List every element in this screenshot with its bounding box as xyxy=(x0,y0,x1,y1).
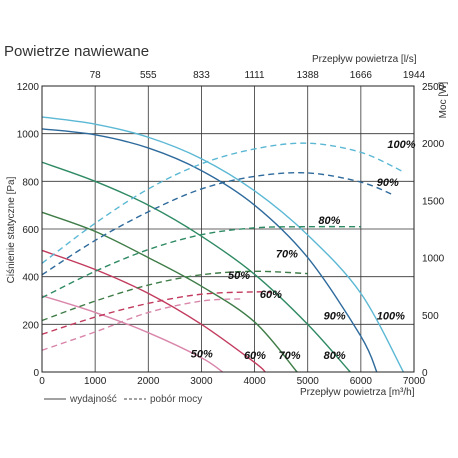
curve-percent-label: 60% xyxy=(260,289,282,301)
y2-tick-label: 0 xyxy=(422,368,428,379)
chart-title: Powietrze nawiewane xyxy=(4,43,149,60)
legend-solid-label: wydajność xyxy=(69,394,117,405)
y2-tick-label: 1500 xyxy=(422,196,445,207)
y-tick-label: 1000 xyxy=(17,130,40,141)
power-curve-70 xyxy=(41,270,308,322)
x-tick-label: 6000 xyxy=(350,376,373,387)
capacity-curve-80 xyxy=(41,161,351,373)
capacity-curve-50 xyxy=(41,295,224,373)
y2-tick-label: 2500 xyxy=(422,82,445,93)
x2-tick-label: 1666 xyxy=(350,70,373,81)
y2-axis-label: Moc [W] xyxy=(438,81,449,118)
x2-tick-label: 78 xyxy=(90,70,102,81)
x-tick-label: 0 xyxy=(39,376,45,387)
power-curve-100 xyxy=(41,142,404,264)
curve-percent-label: 70% xyxy=(276,249,298,261)
y-axis-ticks: 0 200 400 600 800 1000 1200 xyxy=(17,82,40,379)
x2-tick-label: 1111 xyxy=(245,70,265,81)
x-tick-label: 5000 xyxy=(297,376,320,387)
curve-percent-label: 90% xyxy=(324,311,346,323)
plot-lines xyxy=(41,116,404,373)
x2-tick-label: 1388 xyxy=(297,70,320,81)
annotations: 100% 90% 80% 70% 50% 60% 90% 100% 50% 60% 70% 80% xyxy=(191,139,416,362)
x-tick-label: 3000 xyxy=(190,376,213,387)
curve-percent-label: 50% xyxy=(191,349,213,361)
curve-percent-label: 80% xyxy=(324,350,346,362)
x2-tick-label: 1944 xyxy=(403,70,426,81)
x-tick-label: 7000 xyxy=(403,376,426,387)
x2-tick-label: 555 xyxy=(140,70,157,81)
y-tick-label: 200 xyxy=(22,320,39,331)
capacity-curve-90 xyxy=(41,128,378,373)
x-tick-label: 2000 xyxy=(137,376,160,387)
x-tick-label: 4000 xyxy=(243,376,266,387)
y-tick-label: 400 xyxy=(22,273,39,284)
capacity-curve-100 xyxy=(41,116,404,373)
y-tick-label: 0 xyxy=(33,368,39,379)
curve-percent-label: 80% xyxy=(318,215,340,227)
curve-percent-label: 100% xyxy=(377,311,405,323)
curve-percent-label: 50% xyxy=(228,270,250,282)
legend-dashed-label: pobór mocy xyxy=(150,394,202,405)
power-curve-80 xyxy=(41,225,361,299)
y-tick-label: 800 xyxy=(22,177,39,188)
x2-axis-label: Przepływ powietrza [l/s] xyxy=(312,54,417,65)
curve-percent-label: 60% xyxy=(244,350,266,362)
y2-tick-label: 1000 xyxy=(422,254,445,265)
curve-percent-label: 70% xyxy=(278,350,300,362)
plot-frame xyxy=(41,85,415,373)
x-axis-ticks: 0 1000 2000 3000 4000 5000 6000 7000 xyxy=(39,376,425,387)
curve-percent-label: 90% xyxy=(377,177,399,189)
x-tick-label: 1000 xyxy=(84,376,107,387)
x2-axis-ticks: 78 555 833 1111 1388 1666 1944 xyxy=(90,70,426,81)
power-curve-50 xyxy=(41,298,244,351)
y2-tick-label: 500 xyxy=(422,311,439,322)
legend: wydajność pobór mocy xyxy=(44,394,202,405)
capacity-curve-60 xyxy=(41,249,266,373)
y2-axis-ticks: 0 500 1000 1500 2000 2500 xyxy=(422,82,445,379)
grid xyxy=(41,85,415,373)
power-curve-60 xyxy=(41,291,271,335)
curve-percent-label: 100% xyxy=(387,139,415,151)
capacity-curve-70 xyxy=(41,211,298,373)
y-tick-label: 1200 xyxy=(17,82,40,93)
y-axis-label: Ciśnienie statyczne [Pa] xyxy=(6,176,17,283)
x-axis-label: Przepływ powietrza [m³/h] xyxy=(300,387,415,398)
y2-tick-label: 2000 xyxy=(422,139,445,150)
x2-tick-label: 833 xyxy=(193,70,210,81)
y-tick-label: 600 xyxy=(22,225,39,236)
